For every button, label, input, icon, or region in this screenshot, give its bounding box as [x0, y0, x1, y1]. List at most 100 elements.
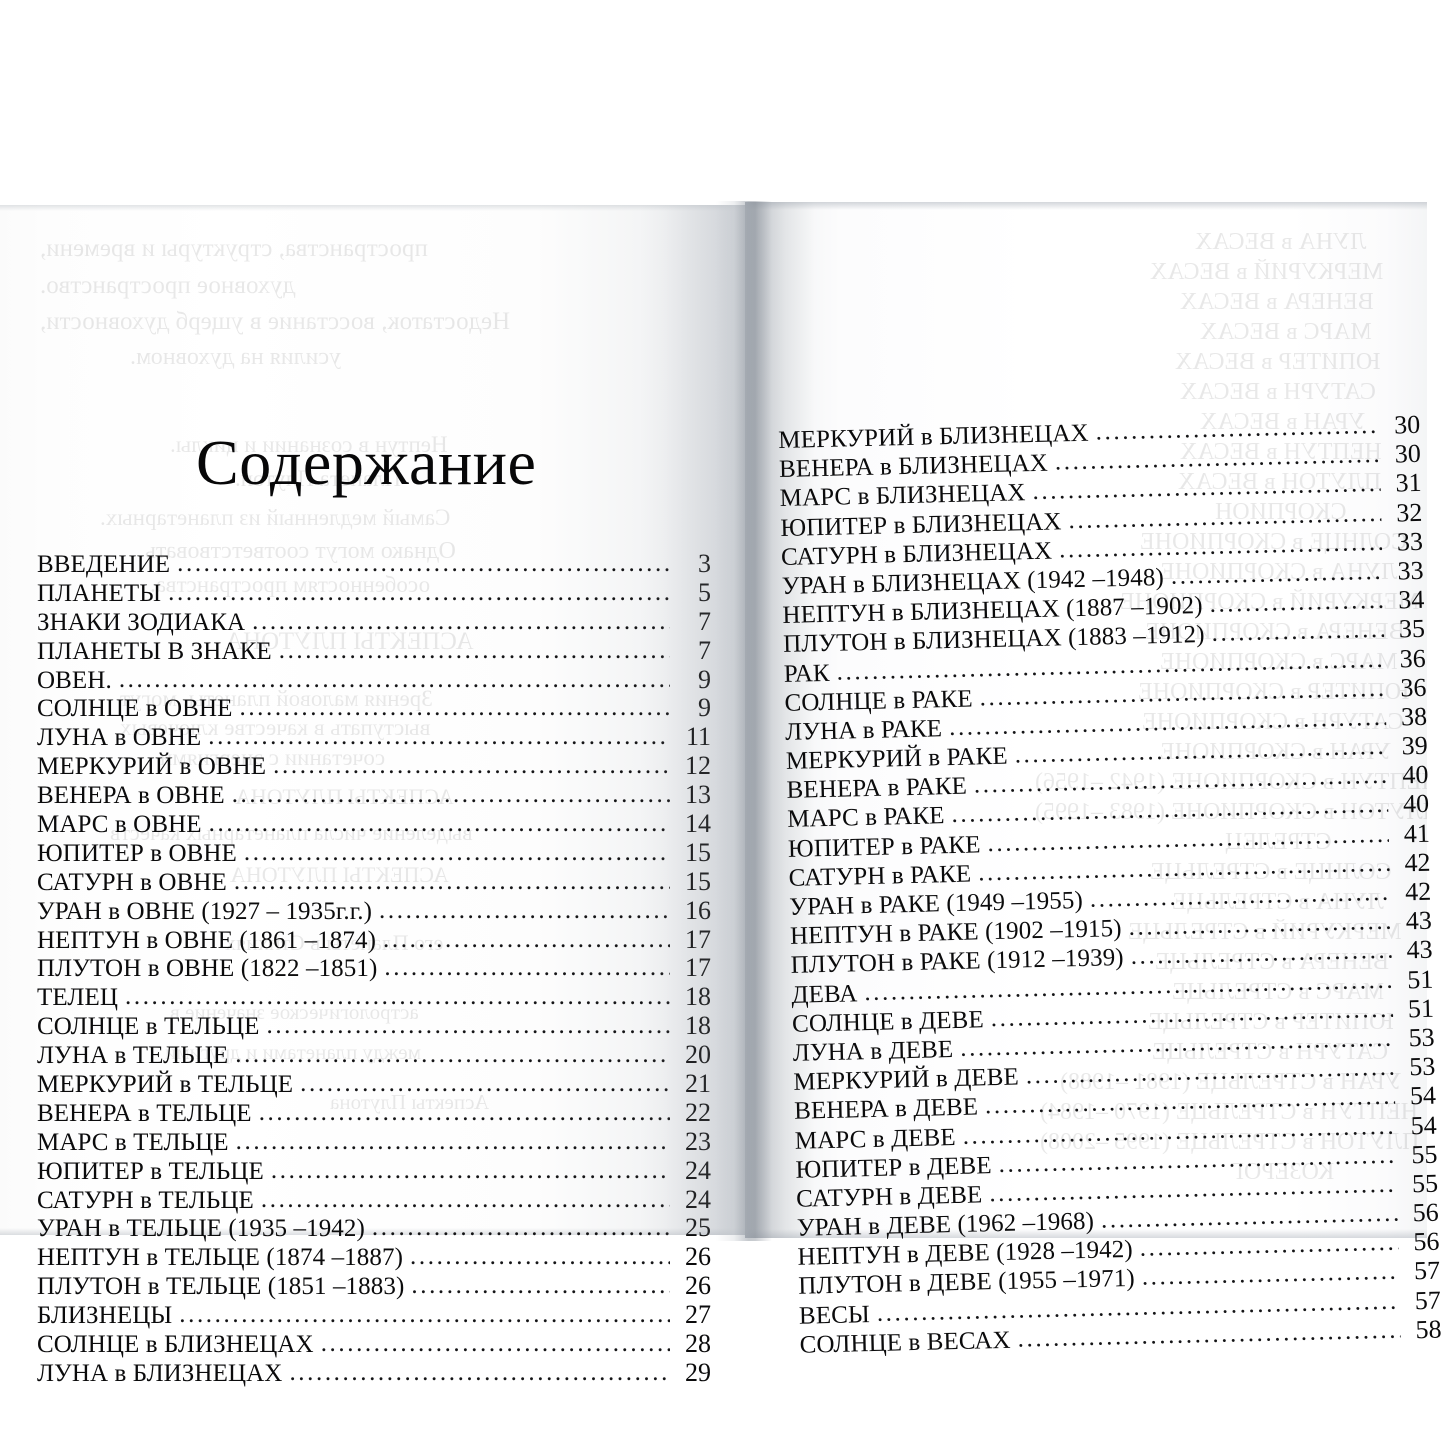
toc-entry-page-number: 57	[1414, 1285, 1442, 1315]
toc-leader-dots: ........................................…	[179, 1301, 670, 1329]
toc-entry-label: САТУРН в ОВНЕ	[37, 868, 227, 896]
toc-entry-label: ВЕНЕРА в ОВНЕ	[37, 782, 225, 810]
toc-leader-dots: ........................................…	[235, 1041, 670, 1069]
toc-entry: ЮПИТЕР в ТЕЛЬЦЕ.........................…	[37, 1157, 711, 1186]
showthrough-text: МЕРКУРИЙ в ВЕСАХ	[1150, 259, 1384, 285]
toc-entry-page-number: 16	[685, 896, 711, 925]
toc-entry: МЕРКУРИЙ в ТЕЛЬЦЕ.......................…	[37, 1070, 711, 1099]
toc-entry-page-number: 7	[698, 636, 711, 665]
toc-entry-page-number: 43	[1405, 905, 1433, 936]
showthrough-text: усилия на духовном.	[130, 344, 342, 370]
toc-entry-label: МАРС в ОВНЕ	[37, 811, 202, 839]
toc-entry-label: ПЛАНЕТЫ	[37, 579, 162, 607]
toc-entry: ЛУНА в ОВНЕ.............................…	[37, 723, 711, 752]
toc-entry: НЕПТУН в ОВНЕ (1861 –1874)..............…	[37, 926, 711, 955]
toc-entry-page-number: 53	[1408, 1051, 1436, 1082]
toc-entry-page-number: 43	[1406, 935, 1433, 965]
toc-entry-page-number: 3	[698, 550, 711, 578]
toc-entry-label: НЕПТУН в ОВНЕ (1861 –1874)	[37, 926, 377, 954]
toc-entry-label: БЛИЗНЕЦЫ	[37, 1302, 173, 1330]
toc-entry-page-number: 17	[685, 925, 711, 954]
toc-entry-page-number: 23	[685, 1127, 711, 1156]
toc-entry-page-number: 30	[1394, 439, 1422, 469]
showthrough-text: ЮПИТЕР в ВЕСАХ	[1175, 349, 1381, 375]
toc-entry-page-number: 58	[1415, 1314, 1442, 1345]
toc-entry: СОЛНЦЕ в ТЕЛЬЦЕ.........................…	[37, 1012, 711, 1041]
toc-entry-page-number: 56	[1412, 1197, 1440, 1228]
toc-entry-label: УРАН в ТЕЛЬЦЕ (1935 –1942)	[37, 1215, 365, 1243]
toc-entry-page-number: 41	[1403, 818, 1431, 848]
toc-entry-page-number: 26	[685, 1243, 711, 1272]
toc-entry-label: ВЕНЕРА в РАКЕ	[786, 772, 968, 805]
toc-entry: ТЕЛЕЦ...................................…	[37, 983, 711, 1012]
toc-leader-dots: ........................................…	[125, 983, 670, 1011]
toc-leader-dots: ........................................…	[411, 1272, 670, 1300]
toc-entry-page-number: 34	[1397, 584, 1425, 615]
toc-entry-page-number: 51	[1407, 993, 1435, 1024]
toc-entry-label: МАРС в ДЕВЕ	[794, 1123, 956, 1155]
toc-entry-label: СОЛНЦЕ в ТЕЛЬЦЕ	[37, 1013, 260, 1041]
toc-entry-page-number: 55	[1411, 1168, 1439, 1199]
toc-entry-label: ПЛУТОН в ТЕЛЬЦЕ (1851 –1883)	[37, 1273, 405, 1301]
toc-entry-page-number: 30	[1393, 409, 1421, 440]
toc-entry-page-number: 39	[1401, 730, 1429, 761]
toc-entry-page-number: 11	[685, 723, 711, 752]
toc-entry-label: ВЕСЫ	[798, 1300, 871, 1330]
toc-list-left: ВВЕДЕНИЕ................................…	[37, 550, 711, 1388]
toc-entry: САТУРН в ОВНЕ...........................…	[37, 868, 711, 897]
toc-entry-label: ОВЕН.	[37, 666, 112, 694]
toc-entry-page-number: 20	[685, 1041, 711, 1070]
toc-entry-label: НЕПТУН в ТЕЛЬЦЕ (1874 –1887)	[37, 1244, 404, 1272]
showthrough-text: Самый медленный из планетарных.	[100, 505, 451, 530]
showthrough-text: МАРС в ВЕСАХ	[1200, 319, 1372, 345]
toc-entry-label: ЛУНА в БЛИЗНЕЦАХ	[37, 1359, 283, 1387]
toc-entry: ПЛАНЕТЫ.................................…	[37, 579, 711, 608]
toc-entry: МАРС в ОВНЕ.............................…	[37, 810, 711, 839]
toc-leader-dots: ........................................…	[383, 925, 670, 953]
toc-entry-page-number: 22	[685, 1098, 711, 1127]
toc-entry-label: САТУРН в ТЕЛЬЦЕ	[37, 1186, 254, 1214]
showthrough-text: пространства, структуры и времени,	[40, 235, 428, 262]
toc-entry-page-number: 31	[1395, 468, 1422, 498]
toc-entry-label: СОЛНЦЕ в БЛИЗНЕЦАХ	[37, 1331, 314, 1359]
toc-entry-label: ПЛАНЕТЫ В ЗНАКЕ	[37, 637, 272, 665]
toc-leader-dots: ........................................…	[260, 1185, 670, 1213]
toc-entry-label: ТЕЛЕЦ	[37, 984, 118, 1012]
toc-entry-page-number: 56	[1413, 1226, 1440, 1257]
toc-entry-page-number: 21	[685, 1070, 711, 1099]
toc-entry-page-number: 42	[1404, 876, 1432, 907]
toc-entry: ЮПИТЕР в ОВНЕ...........................…	[37, 839, 711, 868]
toc-entry-page-number: 32	[1395, 497, 1423, 528]
toc-entry-page-number: 35	[1398, 614, 1426, 644]
toc-leader-dots: ........................................…	[410, 1243, 670, 1271]
toc-leader-dots: ........................................…	[266, 1012, 670, 1040]
toc-entry-page-number: 57	[1413, 1256, 1441, 1286]
toc-entry-label: МАРС в РАКЕ	[786, 802, 945, 834]
toc-leader-dots: ........................................…	[208, 723, 670, 751]
toc-leader-dots: ........................................…	[289, 1358, 670, 1386]
toc-entry: ЛУНА в БЛИЗНЕЦАХ........................…	[37, 1359, 711, 1388]
toc-entry-label: СОЛНЦЕ в ВЕСАХ	[799, 1326, 1011, 1359]
showthrough-text: ЛУНА в ВЕСАХ	[1195, 229, 1367, 255]
toc-entry-page-number: 53	[1408, 1022, 1435, 1053]
toc-entry-page-number: 24	[685, 1156, 711, 1185]
toc-leader-dots: ........................................…	[177, 550, 670, 577]
toc-entry-page-number: 29	[685, 1358, 711, 1387]
toc-entry-label: ВВЕДЕНИЕ	[37, 551, 171, 578]
showthrough-text: САТУРН в ВЕСАХ	[1180, 379, 1376, 405]
toc-entry-page-number: 9	[698, 694, 711, 723]
toc-entry-page-number: 36	[1399, 643, 1427, 673]
toc-leader-dots: ........................................…	[239, 694, 670, 722]
showthrough-text: Недостаток, восстание в ущерб духовности…	[40, 308, 511, 335]
toc-entry-label: ЛУНА в ДЕВЕ	[792, 1035, 954, 1067]
toc-entry-page-number: 38	[1400, 701, 1428, 732]
toc-entry: ОВЕН....................................…	[37, 666, 711, 695]
toc-entry-page-number: 28	[685, 1330, 711, 1359]
toc-entry-label: ЮПИТЕР в ОВНЕ	[37, 839, 237, 867]
showthrough-text: ВЕНЕРА в ВЕСАХ	[1180, 289, 1374, 315]
toc-leader-dots: ........................................…	[273, 752, 670, 780]
toc-leader-dots: ........................................…	[168, 578, 670, 606]
toc-entry-page-number: 7	[698, 607, 711, 636]
toc-leader-dots: ........................................…	[252, 607, 670, 635]
toc-entry: ЛУНА в ТЕЛЬЦЕ...........................…	[37, 1041, 711, 1070]
